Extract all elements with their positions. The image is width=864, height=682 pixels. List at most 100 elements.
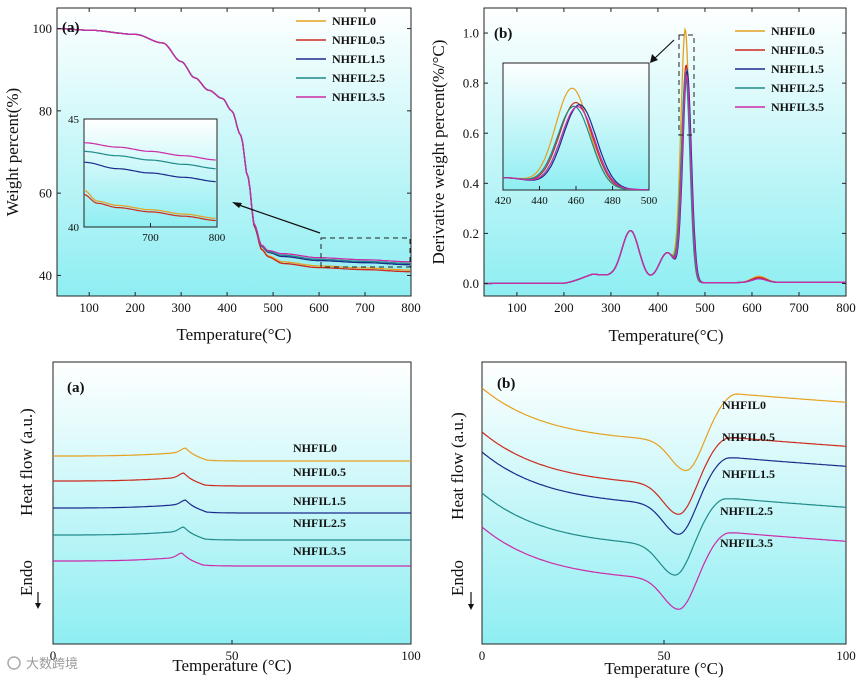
- dsc-heating-plot-area: [52, 361, 412, 645]
- dtg-panel-label: (b): [494, 26, 512, 42]
- tga-legend-label-nhfil1-5: NHFIL1.5: [332, 52, 385, 66]
- panel-tga: 100 200 300 400 500 600 700 800 40 60 80 100 700 800…: [3, 7, 421, 344]
- tga-x-tick-label: 400: [217, 300, 237, 315]
- tga-panel-label: (a): [62, 20, 80, 36]
- panel-dsc-heating: 0 50 100 NHFIL0NHFIL0.5NHFIL1.5NHFIL2.5NHF…: [17, 361, 421, 675]
- dsc-heating-endo-label: Endo: [17, 560, 36, 596]
- dsc-heating-x-axis-label: Temperature (°C): [172, 656, 291, 675]
- dtg-inset-x-tick-label: 500: [641, 195, 658, 207]
- dsc-heating-panel-label: (a): [67, 380, 85, 396]
- dtg-legend-label-nhfil3-5: NHFIL3.5: [771, 100, 824, 114]
- panel-dsc-cooling: 0 50 100 NHFIL0NHFIL0.5NHFIL1.5NHFIL2.5NHF…: [448, 361, 856, 678]
- dsc-cooling-curve-label-nhfil3-5: NHFIL3.5: [720, 536, 773, 550]
- dtg-y-tick-label: 1.0: [463, 26, 479, 41]
- dtg-y-tick-label: 0.6: [463, 126, 480, 141]
- dtg-inset-x-tick-label: 440: [531, 195, 548, 207]
- tga-x-axis-label: Temperature(°C): [176, 325, 291, 344]
- dsc-heating-x-tick-label: 100: [401, 648, 421, 663]
- dsc-cooling-x-tick-label: 0: [479, 648, 486, 663]
- dsc-heating-curve-label-nhfil1-5: NHFIL1.5: [293, 494, 346, 508]
- dtg-y-tick-label: 0.4: [463, 176, 480, 191]
- tga-x-tick-label: 700: [355, 300, 375, 315]
- dsc-heating-x-tick-label: 0: [50, 648, 57, 663]
- dsc-heating-series-nhfil0-5: [53, 472, 411, 487]
- dtg-legend-label-nhfil1-5: NHFIL1.5: [771, 62, 824, 76]
- tga-curves: [57, 27, 411, 273]
- tga-y-axis-label: Weight percent(%): [3, 88, 22, 216]
- dtg-x-tick-label: 200: [554, 300, 574, 315]
- dtg-x-tick-label: 800: [836, 300, 856, 315]
- dsc-heating-curve-labels: NHFIL0 NHFIL0.5 NHFIL1.5 NHFIL2.5 NHFIL3.5: [293, 441, 346, 558]
- tga-legend-label-nhfil3-5: NHFIL3.5: [332, 90, 385, 104]
- tga-x-tick-label: 800: [401, 300, 421, 315]
- dsc-cooling-x-tick-label: 50: [658, 648, 671, 663]
- tga-x-tick-label: 100: [79, 300, 99, 315]
- tga-inset: [83, 118, 218, 228]
- tga-inset-curves: [84, 142, 216, 222]
- tga-y-tick-label: 100: [33, 21, 53, 36]
- dsc-heating-endo-arrowhead: [35, 603, 41, 609]
- dtg-x-tick-label: 300: [601, 300, 621, 315]
- tga-inset-x-tick-label: 800: [209, 232, 226, 244]
- dtg-inset-arrow: [653, 39, 675, 60]
- dsc-cooling-endo-label: Endo: [448, 560, 467, 596]
- tga-legend-label-nhfil2-5: NHFIL2.5: [332, 71, 385, 85]
- dsc-heating-series-nhfil2-5: [53, 526, 411, 541]
- dsc-cooling-curve-label-nhfil1-5: NHFIL1.5: [722, 467, 775, 481]
- tga-inset-series-nhfil1-5: [84, 161, 216, 183]
- dsc-cooling-curve-labels: NHFIL0 NHFIL0.5 NHFIL1.5 NHFIL2.5 NHFIL3.5: [720, 398, 775, 550]
- dsc-cooling-series-nhfil0-5: [482, 431, 846, 515]
- dtg-inset-x-tick-label: 480: [604, 195, 621, 207]
- dsc-cooling-series-nhfil3-5: [482, 526, 846, 610]
- tga-x-tick-label: 600: [309, 300, 329, 315]
- dtg-legend-label-nhfil0: NHFIL0: [771, 24, 815, 38]
- dsc-heating-curve-label-nhfil0-5: NHFIL0.5: [293, 465, 346, 479]
- dtg-legend-label-nhfil2-5: NHFIL2.5: [771, 81, 824, 95]
- tga-inset-series-nhfil0-5: [84, 194, 216, 222]
- dtg-inset-x-tick-label: 460: [568, 195, 585, 207]
- tga-inset-arrowhead: [232, 202, 242, 208]
- watermark-logo-icon: [7, 656, 21, 670]
- dsc-cooling-series-nhfil1-5: [482, 451, 846, 535]
- dtg-x-tick-label: 700: [789, 300, 809, 315]
- dtg-legend-label-nhfil0-5: NHFIL0.5: [771, 43, 824, 57]
- tga-y-tick-label: 60: [39, 186, 52, 201]
- panel-dtg: 100 200 300 400 500 600 700 800 0.0 0.2 0.4 0.6 0.8 1…: [429, 7, 856, 345]
- dtg-inset-x-tick-label: 420: [495, 195, 512, 207]
- dsc-cooling-curve-label-nhfil0-5: NHFIL0.5: [722, 430, 775, 444]
- dsc-cooling-endo-arrowhead: [468, 604, 474, 610]
- dtg-y-tick-label: 0.2: [463, 226, 479, 241]
- dsc-cooling-x-axis-label: Temperature (°C): [604, 659, 723, 678]
- dsc-cooling-series-nhfil2-5: [482, 492, 846, 576]
- dtg-axes: 100 200 300 400 500 600 700 800 0.0 0.2 0.4 0.6 0.8 1…: [463, 8, 856, 315]
- dtg-inset-series-nhfil3-5: [503, 105, 649, 190]
- tga-legend-label-nhfil0: NHFIL0: [332, 14, 376, 28]
- dsc-heating-axes: 0 50 100: [50, 640, 421, 663]
- dsc-heating-series-nhfil0: [53, 447, 411, 462]
- dtg-curves: [484, 27, 846, 285]
- tga-x-tick-label: 500: [263, 300, 283, 315]
- dsc-cooling-panel-label: (b): [497, 376, 515, 392]
- dtg-inset-curves: [503, 87, 649, 190]
- dtg-legend: NHFIL0 NHFIL0.5 NHFIL1.5 NHFIL2.5 NHFIL3.5: [735, 24, 824, 114]
- dtg-inset: [502, 62, 650, 191]
- tga-legend: NHFIL0 NHFIL0.5 NHFIL1.5 NHFIL2.5 NHFIL3.5: [296, 14, 385, 104]
- dsc-cooling-curve-label-nhfil0: NHFIL0: [722, 398, 766, 412]
- dsc-cooling-series-nhfil0: [482, 387, 846, 472]
- tga-inset-y-tick-label: 40: [68, 222, 80, 234]
- dtg-series-nhfil3-5: [484, 73, 846, 285]
- dsc-cooling-curves: [482, 387, 846, 610]
- tga-zoom-box: [320, 237, 411, 268]
- watermark: 大数跨境: [7, 656, 78, 672]
- tga-y-tick-label: 40: [39, 268, 52, 283]
- dtg-y-tick-label: 0.0: [463, 276, 479, 291]
- dsc-heating-curve-label-nhfil2-5: NHFIL2.5: [293, 516, 346, 530]
- dsc-heating-curve-label-nhfil0: NHFIL0: [293, 441, 337, 455]
- tga-x-tick-label: 300: [171, 300, 191, 315]
- tga-series-nhfil3-5: [57, 27, 411, 263]
- dsc-heating-series-nhfil3-5: [53, 552, 411, 567]
- dtg-x-tick-label: 500: [695, 300, 715, 315]
- dsc-heating-curves: [53, 447, 411, 567]
- tga-legend-label-nhfil0-5: NHFIL0.5: [332, 33, 385, 47]
